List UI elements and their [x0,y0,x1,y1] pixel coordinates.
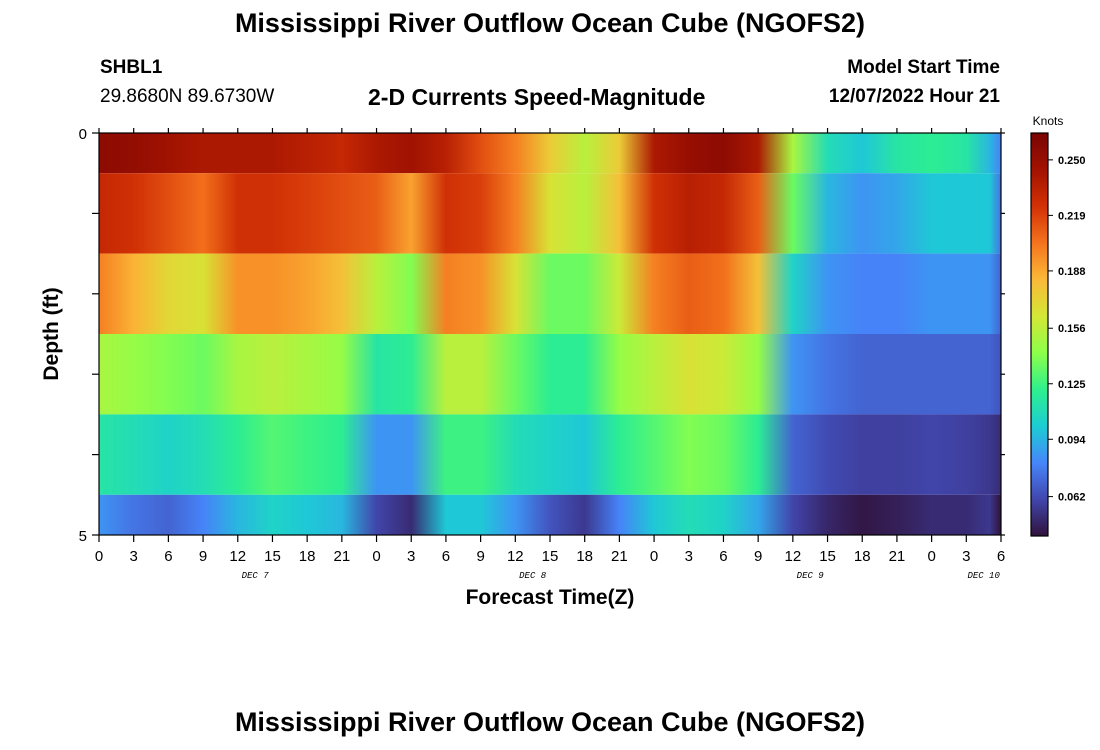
x-tick-label: 3 [962,548,970,565]
x-tick-label: 3 [130,548,138,565]
colorbar: Knots 0.250 0.219 0.188 0.156 0.125 0.094 0.06… [1030,114,1086,537]
x-tick-label: 0 [95,548,103,565]
x-tick-label: 12 [507,548,524,565]
x-tick-label: 3 [407,548,415,565]
x-tick-label: 15 [819,548,836,565]
x-tick-label: 0 [650,548,658,565]
date-label: DEC 10 [967,571,1000,581]
date-label: DEC 9 [797,571,825,581]
colorbar-tick-label: 0.125 [1058,379,1086,391]
x-tick-label: 18 [854,548,871,565]
x-tick-label: 18 [576,548,593,565]
chart-subtitle: 2-D Currents Speed-Magnitude [368,84,706,110]
station-coordinates: 29.8680N 89.6730W [100,86,275,107]
colorbar-gradient [1030,132,1049,537]
heatmap-layer-5 [99,414,1001,495]
colorbar-tick-label: 0.156 [1058,323,1086,335]
x-tick-label: 3 [685,548,693,565]
x-tick-label: 6 [442,548,450,565]
date-label: DEC 7 [242,571,270,581]
chart-title: Mississippi River Outflow Ocean Cube (NG… [234,8,866,38]
x-tick-label: 9 [476,548,484,565]
colorbar-tick-label: 0.188 [1058,266,1086,278]
x-tick-label: 18 [299,548,316,565]
heatmap-layer-1 [99,133,1001,174]
heatmap-layers [99,133,1001,535]
x-tick-label: 6 [719,548,727,565]
x-tick-label: 6 [164,548,172,565]
colorbar-tick-label: 0.219 [1058,210,1086,222]
y-axis-title: Depth (ft) [40,287,63,380]
colorbar-tick-label: 0.250 [1058,155,1086,167]
chart-title-bottom: Mississippi River Outflow Ocean Cube (NG… [234,707,866,737]
colorbar-ticks: 0.250 0.219 0.188 0.156 0.125 0.094 0.062 [1048,155,1086,504]
x-axis: 0 3 6 9 12 15 18 21 0 3 6 9 12 15 18 21 0 3 6 9 12 15 18 21 0 3 6 D… [95,128,1005,581]
date-label: DEC 8 [519,571,547,581]
y-tick-label: 5 [79,528,87,545]
x-tick-label: 15 [264,548,281,565]
heatmap-layer-3 [99,253,1001,334]
heatmap-layer-4 [99,334,1001,415]
x-tick-label: 0 [372,548,380,565]
heatmap-layer-6 [99,494,1001,535]
x-tick-label: 21 [889,548,906,565]
y-tick-label: 0 [79,126,87,143]
x-tick-label: 21 [611,548,628,565]
x-tick-label: 15 [542,548,559,565]
colorbar-tick-label: 0.062 [1058,492,1086,504]
x-tick-label: 9 [754,548,762,565]
colorbar-tick-label: 0.094 [1058,434,1086,446]
y-axis: 05 [79,126,1005,545]
x-tick-label: 21 [334,548,351,565]
heatmap-chart: 0 3 6 9 12 15 18 21 0 3 6 9 12 15 18 21 0 3 6 9 12 15 18 21 0 3 6 D… [40,114,1086,609]
colorbar-unit: Knots [1033,114,1064,128]
x-axis-title: Forecast Time(Z) [466,586,635,609]
model-start-label: Model Start Time [847,57,1000,78]
x-tick-label: 12 [785,548,802,565]
x-tick-label: 0 [927,548,935,565]
x-tick-label: 12 [229,548,246,565]
model-start-value: 12/07/2022 Hour 21 [828,86,1000,107]
heatmap-layer-2 [99,173,1001,254]
station-id: SHBL1 [100,57,163,78]
x-tick-label: 9 [199,548,207,565]
x-tick-label: 6 [997,548,1005,565]
